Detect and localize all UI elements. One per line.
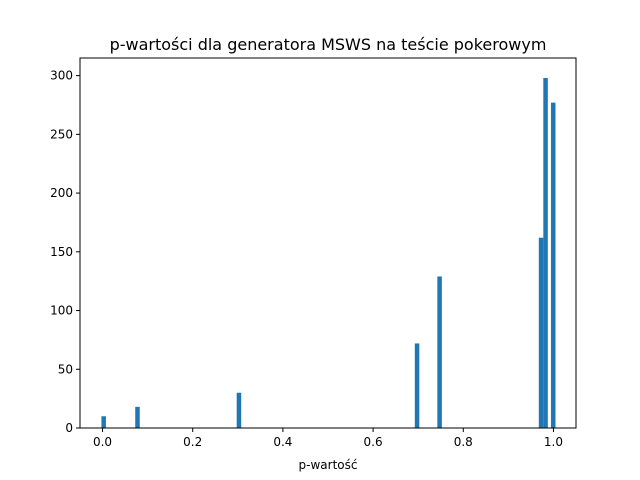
chart-title: p-wartości dla generatora MSWS na teście…	[110, 35, 547, 54]
x-tick-label: 0.2	[183, 435, 202, 449]
histogram-bar	[236, 392, 242, 428]
x-tick-label: 0.6	[364, 435, 383, 449]
y-tick-label: 50	[58, 362, 73, 376]
plot-frame	[79, 57, 577, 429]
y-tick-label: 200	[50, 186, 73, 200]
y-tick-label: 300	[50, 69, 73, 83]
histogram-bar	[101, 416, 106, 428]
histogram-bar	[543, 77, 548, 428]
histogram-bar	[414, 343, 420, 428]
histogram-bar	[437, 276, 442, 428]
histogram-bar	[538, 237, 544, 428]
x-tick-label: 0.4	[273, 435, 292, 449]
y-tick-label: 150	[50, 245, 73, 259]
x-tick-label: 1.0	[544, 435, 563, 449]
x-axis-label: p-wartość	[299, 458, 358, 472]
y-tick-label: 100	[50, 304, 73, 318]
x-tick-label: 0.0	[93, 435, 112, 449]
histogram-bar	[135, 406, 140, 428]
y-axis-ticks: 0 50 100 150 200 250 300	[50, 69, 80, 435]
bars-group	[101, 77, 556, 428]
x-axis-ticks: 0.0 0.2 0.4 0.6 0.8 1.0	[93, 428, 563, 449]
x-tick-label: 0.8	[454, 435, 473, 449]
y-tick-label: 0	[65, 421, 73, 435]
y-tick-label: 250	[50, 127, 73, 141]
histogram-bar	[550, 102, 556, 428]
